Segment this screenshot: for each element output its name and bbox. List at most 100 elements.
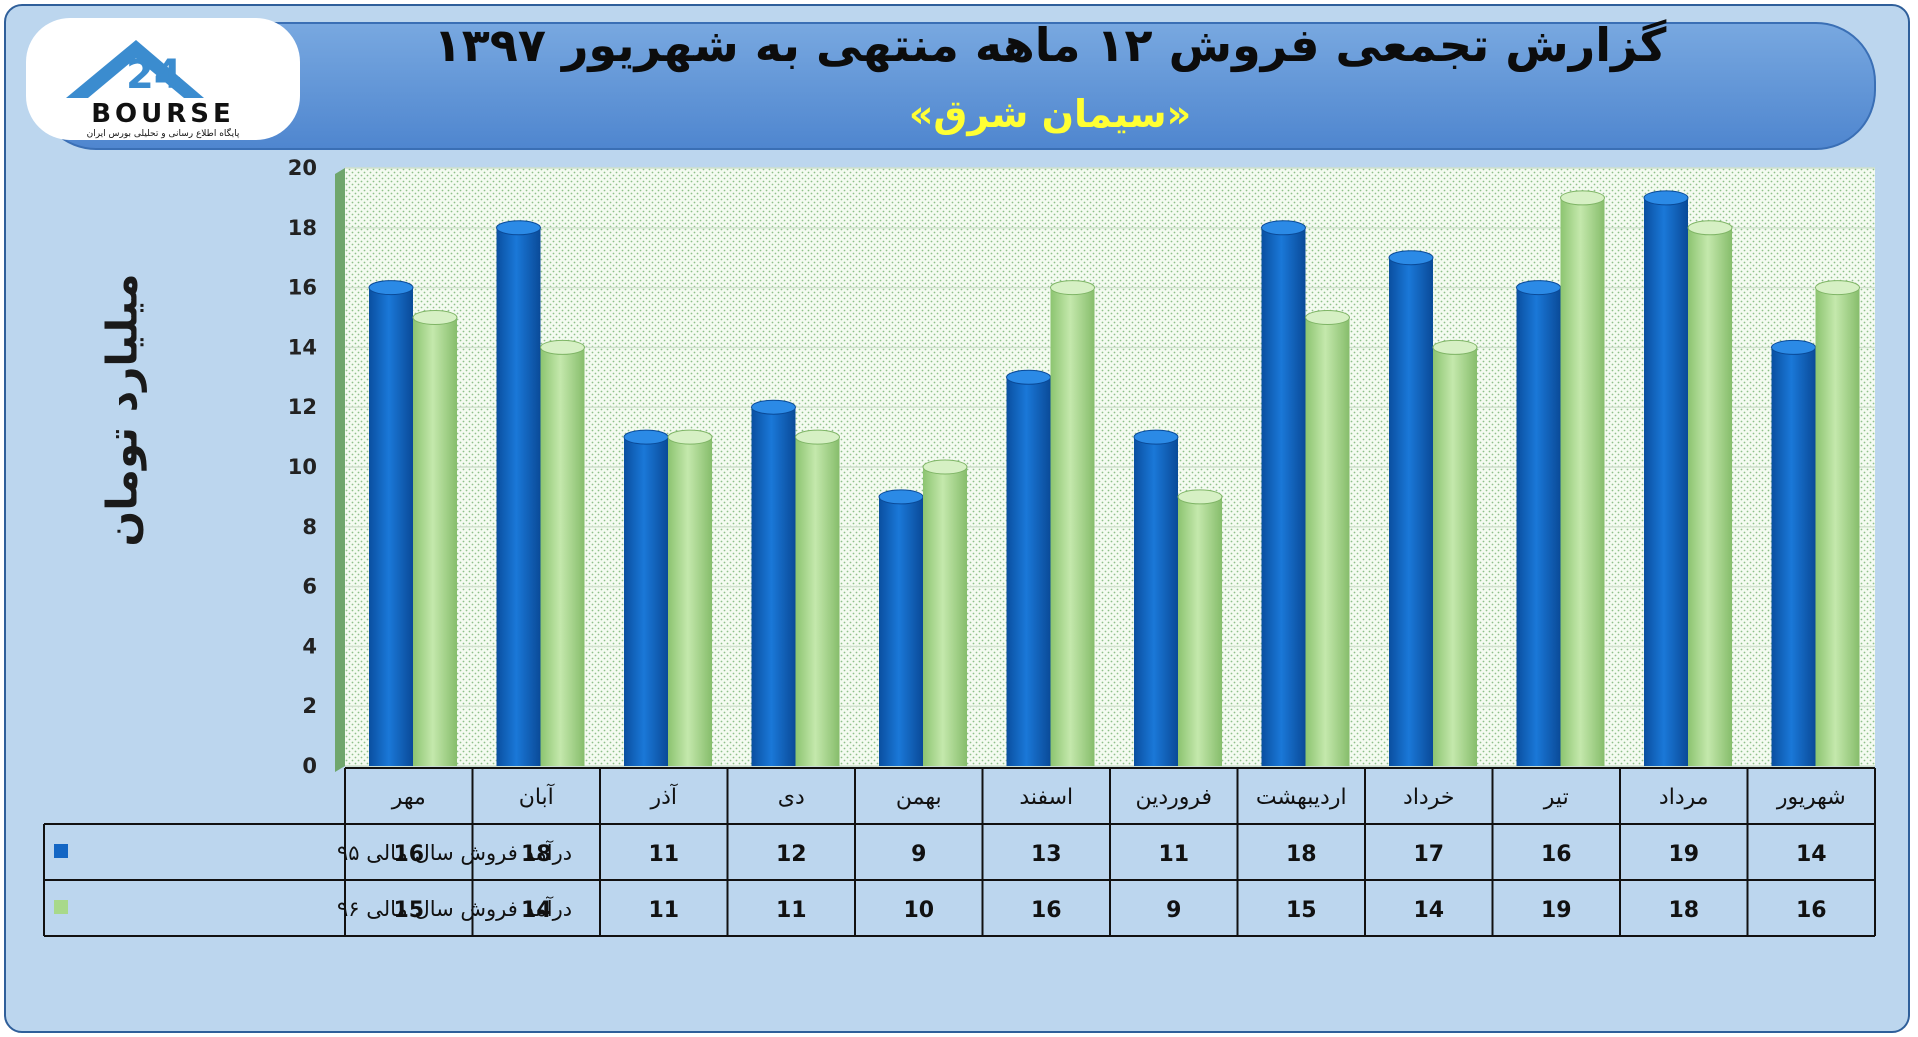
y-tick-label: 18	[288, 216, 317, 240]
bar-body	[1050, 287, 1095, 766]
bar-top	[1261, 220, 1306, 236]
data-label: 11	[648, 898, 679, 923]
bar	[1133, 429, 1179, 766]
x-tick-label: فروردین	[1135, 785, 1212, 810]
bar-body	[1815, 287, 1860, 766]
y-tick-label: 0	[302, 754, 317, 778]
x-tick-label: مهر	[391, 785, 426, 810]
bar-top	[1388, 250, 1434, 266]
legend-swatch	[54, 900, 68, 914]
bar-top	[1643, 190, 1689, 206]
bar	[667, 429, 713, 766]
data-label: 11	[1158, 842, 1189, 867]
bar-body	[1644, 197, 1688, 766]
y-tick-label: 2	[302, 694, 317, 718]
data-label: 13	[1031, 842, 1062, 867]
bar-top	[1815, 280, 1860, 296]
data-label: 16	[1541, 842, 1572, 867]
bar	[1432, 339, 1478, 766]
bar	[1516, 280, 1561, 766]
bar	[540, 339, 585, 766]
legend-entry: درآمد فروش سال مالی ۹۶	[337, 896, 572, 921]
bar-body	[1006, 377, 1051, 766]
legend-entry: درآمد فروش سال مالی ۹۵	[337, 840, 572, 865]
x-tick-label: اسفند	[1019, 785, 1073, 810]
bar	[878, 489, 924, 766]
bar	[1006, 369, 1051, 766]
data-label: 19	[1541, 898, 1572, 923]
bar-body	[496, 227, 541, 767]
bar-top	[1516, 280, 1561, 296]
bar	[1643, 190, 1689, 766]
bar-top	[1560, 190, 1605, 206]
bar-top	[1771, 339, 1816, 355]
data-label: 12	[776, 842, 807, 867]
bar-body	[1560, 197, 1605, 766]
bar-body	[751, 407, 796, 766]
bar-body	[1134, 437, 1178, 766]
bar	[496, 220, 541, 767]
bar	[751, 399, 796, 766]
bar-body	[1433, 347, 1477, 766]
data-label: 14	[1796, 842, 1827, 867]
bar-body	[1771, 347, 1816, 766]
bar	[795, 429, 840, 766]
x-tick-label: بهمن	[896, 785, 942, 810]
bar-body	[923, 467, 967, 766]
bar-body	[540, 347, 585, 766]
data-label: 16	[1796, 898, 1827, 923]
bar-top	[1687, 220, 1733, 236]
bar	[1305, 310, 1350, 766]
bar	[1177, 489, 1223, 766]
y-tick-label: 20	[288, 156, 317, 180]
data-label: 10	[903, 898, 934, 923]
bar	[1560, 190, 1605, 766]
bar-body	[1178, 496, 1222, 766]
bar-body	[1389, 257, 1433, 766]
bar	[1261, 220, 1306, 767]
bar-top	[368, 280, 414, 296]
data-label: 15	[393, 898, 424, 923]
bar-top	[795, 429, 840, 445]
bar-body	[413, 317, 457, 766]
bar-body	[668, 437, 712, 766]
bar-top	[1305, 310, 1350, 325]
y-tick-label: 16	[288, 276, 317, 300]
bar	[1050, 280, 1095, 766]
plot-area: 0 2 4 6 8 10 12 14 16 18 20	[288, 156, 1875, 778]
data-label: 16	[393, 842, 424, 867]
y-tick-label: 12	[288, 395, 317, 419]
x-tick-label: تیر	[1543, 785, 1569, 810]
bar-top	[1006, 369, 1051, 385]
data-label: 16	[1031, 898, 1062, 923]
bar-body	[624, 437, 668, 766]
x-tick-label: شهریور	[1776, 785, 1846, 810]
bar-top	[1432, 339, 1478, 355]
logo-tagline: پایگاه اطلاع رسانی و تحلیلی بورس ایران	[87, 127, 240, 139]
bar	[1388, 250, 1434, 766]
bar-top	[922, 459, 968, 475]
page-title: گزارش تجمعی فروش ۱۲ ماهه منتهی به شهریور…	[433, 18, 1667, 72]
title-banner	[36, 22, 1876, 150]
bar-body	[1516, 287, 1561, 766]
bar	[1687, 220, 1733, 767]
data-label: 17	[1413, 842, 1444, 867]
bar-top	[412, 310, 458, 325]
data-label: 18	[521, 842, 552, 867]
data-label: 14	[1413, 898, 1444, 923]
data-table: مهر آبان آذر دی بهمن اسفند فروردین اردیبهشت خردا…	[43, 767, 1876, 937]
bar-top	[878, 489, 924, 505]
bar-top	[1050, 280, 1095, 296]
bar-body	[1688, 227, 1732, 767]
bar-top	[667, 429, 713, 445]
bar-top	[751, 399, 796, 415]
plot-side-wall	[335, 168, 345, 772]
bar-top	[623, 429, 669, 445]
y-tick-label: 14	[288, 335, 317, 359]
chart-marks	[368, 190, 1860, 767]
x-tick-label: دی	[778, 785, 805, 810]
page-subtitle: «سیمان شرق»	[908, 92, 1192, 136]
y-tick-label: 10	[288, 455, 317, 479]
bar-body	[1305, 317, 1350, 766]
